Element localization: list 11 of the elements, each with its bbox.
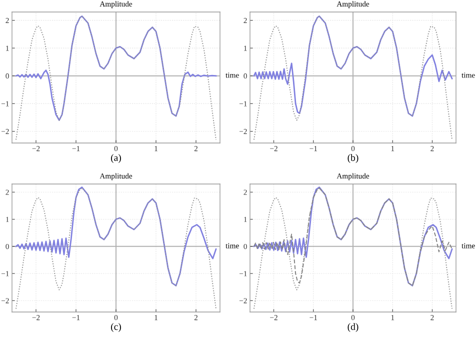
line-series — [15, 186, 217, 286]
text: (d) — [348, 323, 358, 332]
line-series — [16, 188, 216, 310]
line-series — [15, 15, 217, 121]
line-series — [253, 16, 453, 140]
text: (a) — [111, 154, 121, 163]
line-series — [16, 16, 216, 140]
line-series — [253, 15, 453, 117]
line-series — [253, 188, 453, 310]
text: (b) — [348, 154, 358, 163]
text: (c) — [111, 323, 121, 332]
